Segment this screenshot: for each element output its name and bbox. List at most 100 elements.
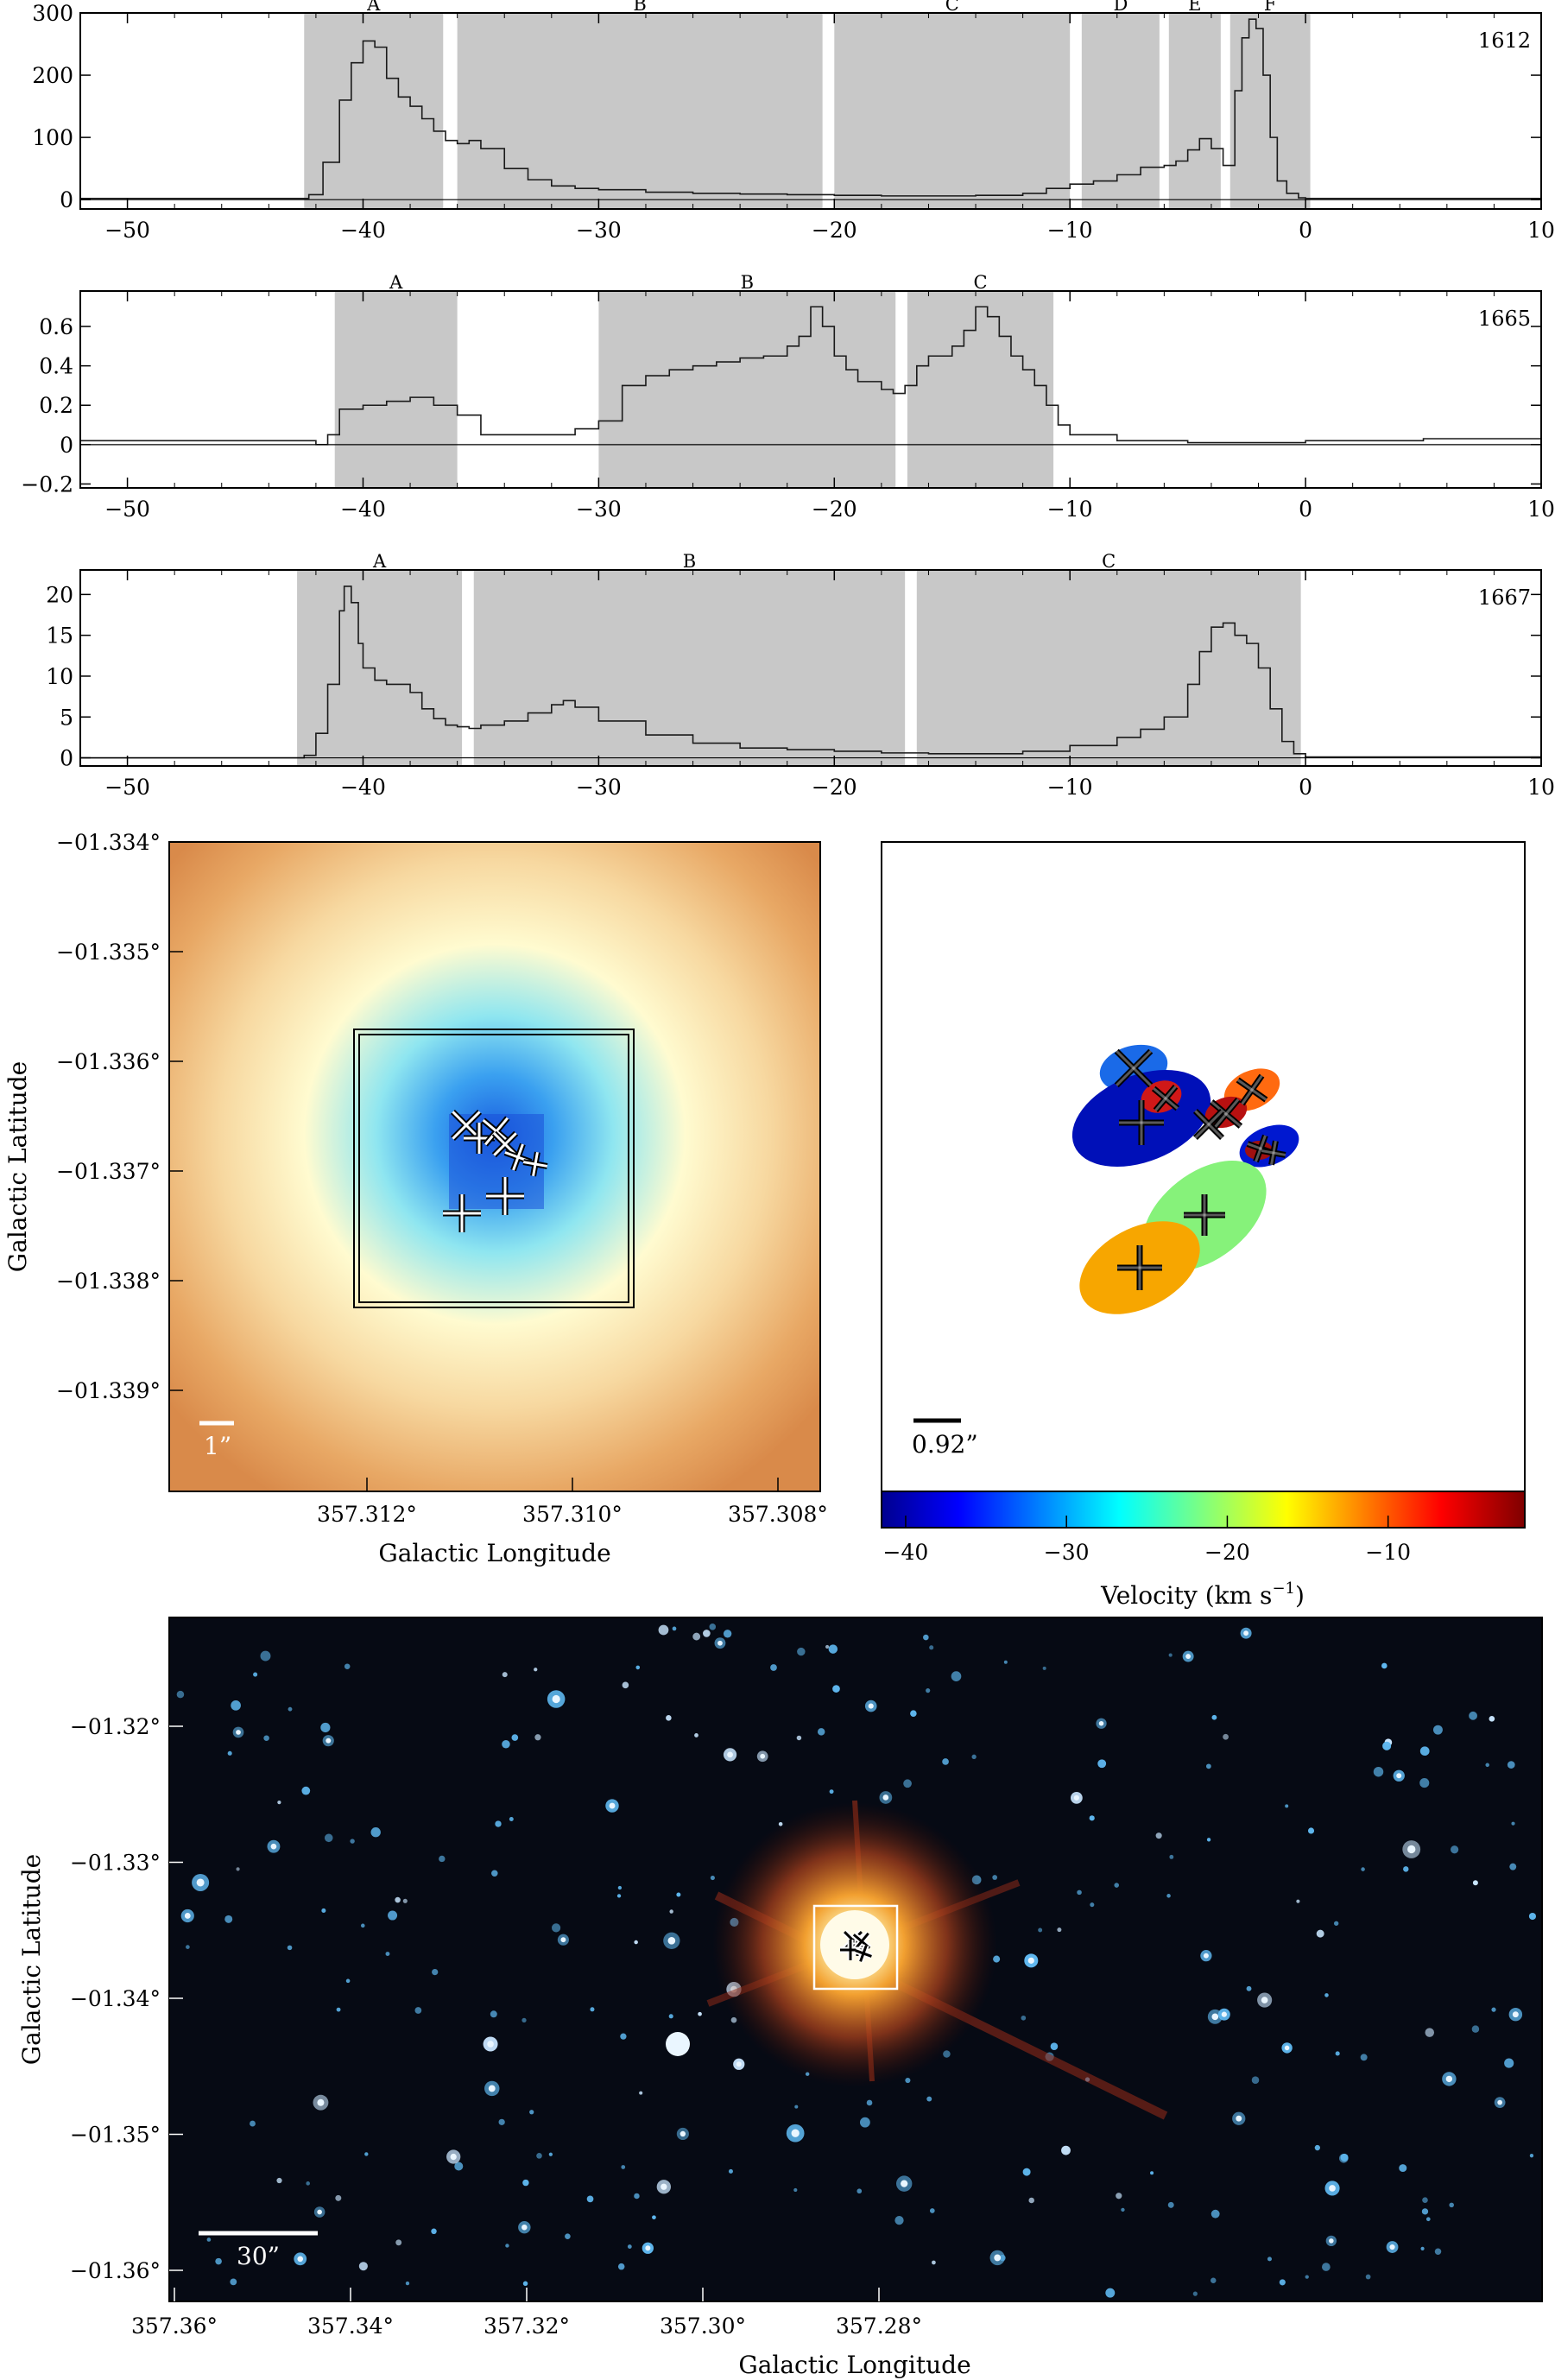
star bbox=[370, 1827, 381, 1838]
y-tick-label: −01.35° bbox=[70, 2123, 161, 2148]
star bbox=[358, 2262, 368, 2271]
x-tick-label: −50 bbox=[104, 497, 150, 522]
star bbox=[639, 2091, 643, 2095]
star bbox=[703, 1630, 711, 1637]
star bbox=[388, 1910, 398, 1921]
star bbox=[1307, 1827, 1315, 1834]
star bbox=[1097, 1759, 1107, 1769]
left-map-frame bbox=[168, 841, 821, 1492]
star bbox=[590, 2007, 595, 2012]
y-tick-label: −01.339° bbox=[56, 1378, 161, 1403]
star bbox=[495, 1820, 502, 1827]
spectrum-trace bbox=[80, 18, 1541, 199]
star bbox=[926, 1688, 931, 1693]
x-tick-label: −10 bbox=[1047, 497, 1093, 522]
star bbox=[635, 1665, 641, 1670]
star bbox=[1077, 1889, 1082, 1896]
x-tick-label: −10 bbox=[1047, 775, 1093, 800]
star bbox=[534, 1734, 541, 1741]
y-tick-label: −01.36° bbox=[70, 2258, 161, 2283]
star bbox=[1090, 1902, 1095, 1908]
star bbox=[1360, 2054, 1368, 2061]
x-tick-label: 0 bbox=[1299, 775, 1312, 800]
star bbox=[227, 1750, 232, 1756]
star bbox=[522, 2179, 529, 2187]
velocity-segment bbox=[834, 13, 1071, 209]
maser-marker bbox=[1184, 1194, 1225, 1236]
star bbox=[1116, 2193, 1122, 2200]
maser-marker bbox=[491, 1130, 519, 1158]
star bbox=[1166, 1894, 1171, 1898]
star bbox=[505, 2244, 509, 2248]
x-tick-label: 0 bbox=[1299, 218, 1312, 243]
star bbox=[288, 1706, 293, 1712]
star bbox=[1246, 1985, 1252, 1991]
segment-label: A bbox=[366, 0, 381, 15]
x-tick-label: 357.32° bbox=[484, 2314, 570, 2339]
maser-markers bbox=[1114, 1048, 1286, 1290]
star bbox=[866, 2099, 873, 2106]
y-tick-label: −01.34° bbox=[70, 1986, 161, 2011]
star bbox=[698, 2011, 702, 2016]
star bbox=[345, 1978, 351, 1984]
star bbox=[616, 1894, 622, 1898]
star bbox=[1314, 2144, 1320, 2151]
spectrum-panel-1665: A B C −50 −40 −30 −20 −10 0 10 −0.2 0 0.2 0.4 0.6 1665 bbox=[21, 272, 1555, 522]
star bbox=[1504, 2058, 1514, 2068]
left-map-panel: −01.334° −01.335° −01.336° −01.337° −01.338°… bbox=[3, 830, 828, 1567]
x-tick-label: 10 bbox=[1527, 775, 1555, 800]
star bbox=[829, 1789, 834, 1794]
left-map-xlabel: Galactic Longitude bbox=[378, 1539, 610, 1567]
star bbox=[1528, 1912, 1537, 1921]
star bbox=[905, 2077, 911, 2084]
maser-marker bbox=[481, 1116, 512, 1147]
star bbox=[1089, 1815, 1095, 1821]
frequency-label: 1667 bbox=[1478, 586, 1531, 610]
y-tick-label: 0 bbox=[60, 433, 73, 458]
star bbox=[1420, 2246, 1425, 2250]
maser-marker bbox=[1117, 1245, 1162, 1290]
star bbox=[929, 2208, 935, 2213]
star bbox=[1211, 1714, 1217, 1720]
star bbox=[932, 2260, 936, 2265]
star bbox=[1373, 1767, 1384, 1777]
star bbox=[490, 2010, 497, 2018]
y-tick-label: 0.6 bbox=[39, 314, 73, 339]
star bbox=[364, 2152, 369, 2156]
star bbox=[306, 2181, 310, 2186]
star bbox=[1471, 2025, 1480, 2033]
star bbox=[666, 1715, 672, 1721]
x-tick-label: −30 bbox=[576, 218, 622, 243]
y-tick-label: −01.338° bbox=[56, 1269, 161, 1294]
star bbox=[1434, 2248, 1442, 2255]
star bbox=[617, 2263, 625, 2270]
star bbox=[1042, 1666, 1046, 1670]
star bbox=[1206, 1838, 1211, 1842]
star bbox=[1251, 2076, 1260, 2084]
spectrum-panel-1667: A B C −50 −40 −30 −20 −10 0 10 0 5 10 15 20 1667 bbox=[46, 551, 1555, 800]
star bbox=[1057, 1927, 1062, 1933]
star bbox=[491, 1870, 498, 1877]
x-tick-label: 357.30° bbox=[660, 2314, 746, 2339]
star bbox=[1223, 1733, 1229, 1740]
star bbox=[992, 1875, 998, 1880]
velocity-colorbar bbox=[881, 1491, 1526, 1529]
star bbox=[1382, 1741, 1392, 1750]
star bbox=[1469, 1711, 1477, 1720]
star bbox=[1169, 1854, 1174, 1859]
star bbox=[395, 2239, 402, 2246]
frequency-label: 1612 bbox=[1478, 28, 1531, 53]
star bbox=[454, 2162, 464, 2171]
x-tick-label: −50 bbox=[104, 218, 150, 243]
bottom-map-ticks: −01.32° −01.33° −01.34° −01.35° −01.36° 357.3… bbox=[70, 1714, 922, 2339]
velocity-segment bbox=[1081, 13, 1160, 209]
star bbox=[1155, 1832, 1162, 1839]
star bbox=[250, 2120, 256, 2127]
star bbox=[521, 2017, 527, 2023]
maser-marker bbox=[522, 1151, 548, 1177]
maser-markers bbox=[443, 1109, 548, 1232]
star bbox=[1322, 2263, 1331, 2271]
star bbox=[335, 2194, 342, 2201]
